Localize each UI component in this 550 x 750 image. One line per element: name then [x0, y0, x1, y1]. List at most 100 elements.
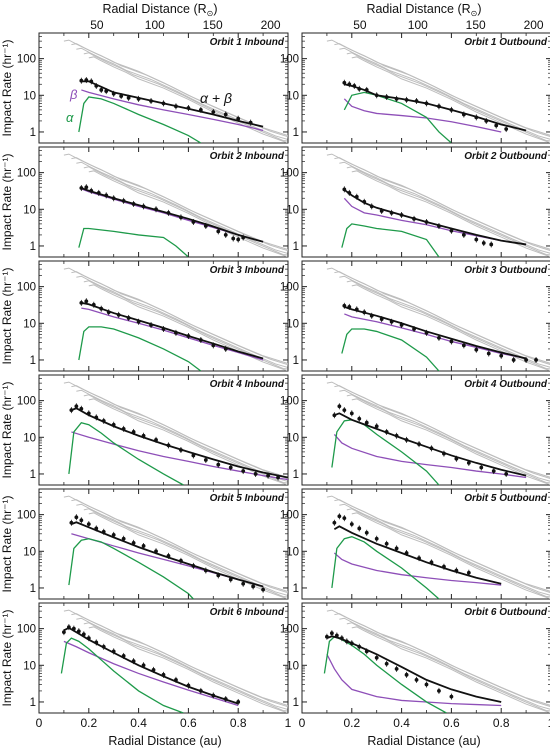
- other-orbit-curve: [83, 52, 288, 142]
- data-point: [236, 237, 241, 242]
- y-tick-label: 1: [30, 241, 36, 253]
- data-point: [374, 424, 379, 429]
- panel-plot-area: [63, 153, 288, 257]
- beta-fit-curve: [81, 89, 264, 132]
- other-orbit-curve: [83, 166, 288, 256]
- data-point: [198, 338, 203, 342]
- other-orbit-curve: [83, 508, 288, 598]
- data-point: [449, 339, 454, 344]
- other-orbit-curve: [76, 275, 288, 368]
- data-point: [325, 634, 329, 639]
- data-point: [474, 347, 479, 352]
- data-point: [389, 319, 394, 324]
- y-tick-label: 100: [17, 510, 36, 522]
- data-point: [437, 224, 441, 228]
- x-tick-label: 0.6: [180, 716, 197, 730]
- beta-annotation: β: [69, 87, 78, 102]
- data-point: [266, 473, 270, 478]
- y-tick-label: 10: [23, 660, 36, 672]
- beta-fit-curve: [63, 640, 239, 707]
- y-tick-label: 100: [280, 624, 299, 636]
- data-point: [198, 107, 203, 112]
- y-tick-label: 10: [23, 204, 36, 216]
- data-point: [89, 79, 94, 84]
- data-point: [349, 641, 354, 646]
- panel-plot-area: [63, 495, 288, 599]
- panel-plot-area: [326, 267, 550, 371]
- data-point: [136, 319, 141, 324]
- other-orbit-curve: [339, 617, 550, 710]
- x-tick-label: 0.8: [230, 716, 247, 730]
- y-tick-label: 100: [280, 396, 299, 408]
- y-axis-label: Impact Rate (hr⁻¹): [0, 609, 14, 706]
- data-point: [424, 682, 429, 687]
- data-point: [253, 472, 258, 476]
- data-point: [251, 584, 256, 589]
- data-point: [174, 677, 178, 682]
- data-point: [154, 549, 158, 554]
- data-point: [119, 94, 124, 99]
- panel-title: Orbit 3 Outbound: [464, 265, 548, 276]
- panel-plot-area: [326, 39, 550, 143]
- data-point: [216, 462, 221, 467]
- data-point: [332, 413, 337, 418]
- alpha-fit-curve: [341, 328, 440, 371]
- data-point: [379, 209, 384, 213]
- data-point: [241, 469, 246, 473]
- data-point: [151, 667, 156, 672]
- panel-title: Orbit 1 Outbound: [464, 37, 548, 48]
- data-point: [131, 430, 136, 434]
- data-point: [354, 194, 359, 199]
- top-tick-label: 50: [353, 18, 367, 32]
- data-point: [203, 458, 208, 462]
- y-tick-label: 100: [17, 168, 36, 180]
- data-point: [86, 411, 91, 416]
- data-point: [86, 636, 91, 641]
- data-point: [84, 78, 89, 82]
- x-tick-label: 0.2: [343, 716, 360, 730]
- data-point: [203, 224, 208, 228]
- data-point: [228, 577, 233, 582]
- data-point: [141, 204, 146, 209]
- top-axis-label-end: ): [213, 2, 217, 16]
- data-point: [511, 358, 516, 362]
- total-fit-curve: [71, 521, 264, 588]
- data-point: [174, 330, 178, 335]
- data-point: [404, 437, 409, 442]
- data-point: [357, 644, 362, 649]
- x-tick-label: 1: [285, 716, 292, 730]
- data-point: [74, 515, 79, 520]
- panel-6: Orbit 3 Outbound 1 10 100: [280, 260, 550, 372]
- bottom-axis-label-left: Radial Distance (au): [108, 734, 221, 748]
- data-point: [384, 95, 389, 99]
- y-tick-label: 100: [280, 168, 299, 180]
- data-point: [404, 97, 409, 102]
- data-point: [131, 202, 136, 206]
- data-point: [248, 120, 253, 125]
- panel-title: Orbit 5 Outbound: [464, 493, 548, 504]
- data-point: [66, 625, 71, 630]
- data-point: [404, 551, 409, 555]
- data-point: [329, 631, 334, 636]
- data-point: [384, 430, 389, 434]
- y-tick-label: 10: [286, 432, 299, 444]
- beta-fit-curve: [333, 552, 502, 586]
- y-tick-label: 10: [23, 90, 36, 102]
- data-point: [334, 633, 339, 638]
- data-point: [223, 697, 228, 701]
- data-point: [437, 689, 441, 693]
- data-point: [94, 415, 99, 420]
- data-point: [99, 88, 104, 92]
- data-point: [161, 327, 166, 331]
- data-point: [76, 629, 81, 634]
- x-tick-label: 0.4: [393, 716, 410, 730]
- alpha-fit-curve: [78, 96, 202, 143]
- y-axis-label: Impact Rate (hr⁻¹): [0, 153, 14, 250]
- top-axis-label-main: Radial Distance (R: [102, 2, 206, 16]
- x-tick-label: 0: [36, 716, 43, 730]
- data-point: [101, 644, 106, 649]
- y-tick-label: 10: [286, 204, 299, 216]
- data-point: [394, 546, 399, 551]
